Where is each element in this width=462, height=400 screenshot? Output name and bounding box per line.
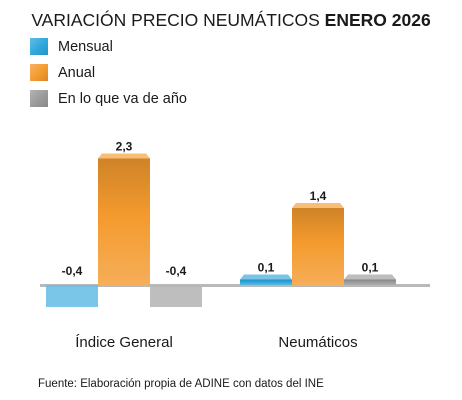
data-label-indice-general-mensual: -0,4: [62, 264, 83, 278]
data-label-indice-general-en-lo-que-va-de-ano: -0,4: [166, 264, 187, 278]
category-label-neumaticos: Neumáticos: [278, 334, 357, 351]
data-label-neumaticos-en-lo-que-va-de-ano: 0,1: [362, 261, 379, 275]
data-label-neumaticos-anual: 1,4: [310, 189, 327, 203]
bar-neumaticos-anual: [292, 203, 344, 285]
bar-indice-general-anual: [98, 153, 150, 285]
legend-swatch-anual: [30, 64, 48, 81]
chart-title-regular: VARIACIÓN PRECIO NEUMÁTICOS: [31, 10, 320, 30]
bar-neumaticos-mensual: [240, 274, 292, 285]
legend-swatch-mensual: [30, 38, 48, 55]
source-note: Fuente: Elaboración propia de ADINE con …: [38, 378, 324, 390]
category-label-indice-general: Índice General: [75, 334, 173, 351]
data-label-neumaticos-mensual: 0,1: [258, 261, 275, 275]
legend-label-anual: Anual: [58, 65, 96, 81]
bar-neumaticos-en-lo-que-va-de-ano: [344, 274, 396, 285]
bar-indice-general-en-lo-que-va-de-ano: [150, 285, 202, 307]
chart-title-bold: ENERO 2026: [324, 10, 431, 30]
legend-swatch-en-lo-que-va-de-ano: [30, 90, 48, 107]
legend-label-mensual: Mensual: [58, 39, 113, 55]
legend-label-en-lo-que-va-de-ano: En lo que va de año: [58, 91, 187, 107]
data-label-indice-general-anual: 2,3: [116, 140, 133, 154]
chart-baseline: [40, 284, 430, 287]
chart-title: VARIACIÓN PRECIO NEUMÁTICOS ENERO 2026: [0, 9, 462, 31]
bar-indice-general-mensual: [46, 285, 98, 307]
